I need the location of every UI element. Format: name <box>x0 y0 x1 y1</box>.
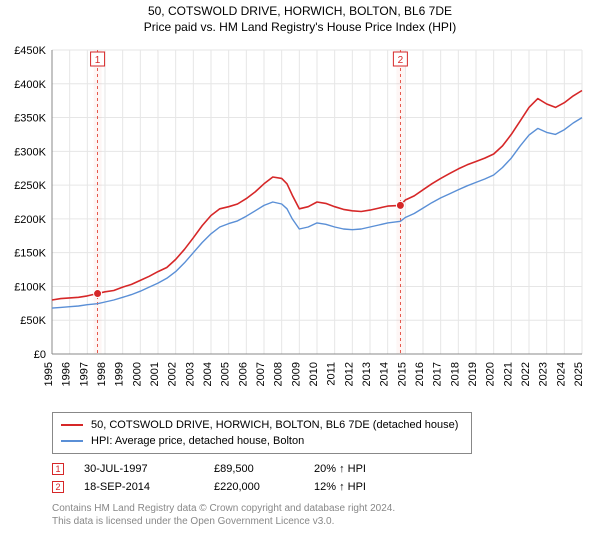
svg-text:2018: 2018 <box>449 362 461 386</box>
transaction-diff-1: 20% ↑ HPI <box>314 463 414 475</box>
transactions-table: 1 30-JUL-1997 £89,500 20% ↑ HPI 2 18-SEP… <box>52 460 592 496</box>
svg-text:1: 1 <box>95 55 101 66</box>
svg-text:2006: 2006 <box>237 362 249 386</box>
svg-text:2002: 2002 <box>167 362 179 386</box>
footer-attribution: Contains HM Land Registry data © Crown c… <box>52 502 592 528</box>
svg-text:£50K: £50K <box>20 315 46 327</box>
legend-swatch-price-paid <box>61 424 83 426</box>
transaction-marker-2: 2 <box>52 481 64 493</box>
transaction-price-1: £89,500 <box>214 463 294 475</box>
svg-text:2004: 2004 <box>202 362 214 386</box>
svg-text:2014: 2014 <box>379 362 391 386</box>
transaction-price-2: £220,000 <box>214 481 294 493</box>
transaction-diff-2: 12% ↑ HPI <box>314 481 414 493</box>
chart-title-address: 50, COTSWOLD DRIVE, HORWICH, BOLTON, BL6… <box>8 4 592 18</box>
svg-text:2025: 2025 <box>573 362 585 386</box>
svg-text:1996: 1996 <box>61 362 73 386</box>
legend-label-hpi: HPI: Average price, detached house, Bolt… <box>91 435 304 447</box>
svg-text:1999: 1999 <box>114 362 126 386</box>
svg-text:2022: 2022 <box>520 362 532 386</box>
legend: 50, COTSWOLD DRIVE, HORWICH, BOLTON, BL6… <box>52 412 472 454</box>
transaction-date-1: 30-JUL-1997 <box>84 463 194 475</box>
svg-text:2000: 2000 <box>131 362 143 386</box>
svg-text:2020: 2020 <box>485 362 497 386</box>
svg-text:£250K: £250K <box>14 180 46 192</box>
svg-text:£150K: £150K <box>14 248 46 260</box>
svg-text:2013: 2013 <box>361 362 373 386</box>
svg-text:2: 2 <box>398 55 404 66</box>
svg-text:2015: 2015 <box>396 362 408 386</box>
svg-text:1997: 1997 <box>78 362 90 386</box>
transaction-date-2: 18-SEP-2014 <box>84 481 194 493</box>
svg-text:2012: 2012 <box>343 362 355 386</box>
svg-text:£100K: £100K <box>14 281 46 293</box>
svg-text:2009: 2009 <box>290 362 302 386</box>
svg-text:1995: 1995 <box>43 362 55 386</box>
svg-text:£400K: £400K <box>14 79 46 91</box>
svg-text:2021: 2021 <box>502 362 514 386</box>
svg-text:2008: 2008 <box>273 362 285 386</box>
legend-swatch-hpi <box>61 440 83 442</box>
svg-text:£200K: £200K <box>14 214 46 226</box>
transaction-marker-1: 1 <box>52 463 64 475</box>
svg-text:2023: 2023 <box>538 362 550 386</box>
svg-text:2003: 2003 <box>184 362 196 386</box>
svg-text:£350K: £350K <box>14 113 46 125</box>
svg-text:2005: 2005 <box>220 362 232 386</box>
svg-text:2010: 2010 <box>308 362 320 386</box>
svg-text:2016: 2016 <box>414 362 426 386</box>
svg-text:2007: 2007 <box>255 362 267 386</box>
svg-text:2024: 2024 <box>555 362 567 386</box>
legend-label-price-paid: 50, COTSWOLD DRIVE, HORWICH, BOLTON, BL6… <box>91 419 458 431</box>
chart-title-sub: Price paid vs. HM Land Registry's House … <box>8 20 592 34</box>
svg-text:2011: 2011 <box>326 362 338 386</box>
svg-text:£450K: £450K <box>14 45 46 57</box>
svg-text:1998: 1998 <box>96 362 108 386</box>
svg-text:£0: £0 <box>34 349 46 361</box>
svg-text:£300K: £300K <box>14 146 46 158</box>
svg-text:2019: 2019 <box>467 362 479 386</box>
svg-text:2001: 2001 <box>149 362 161 386</box>
price-chart: £0 £50K £100K £150K £200K £250K £300K £350K £400… <box>8 44 592 404</box>
svg-text:2017: 2017 <box>432 362 444 386</box>
